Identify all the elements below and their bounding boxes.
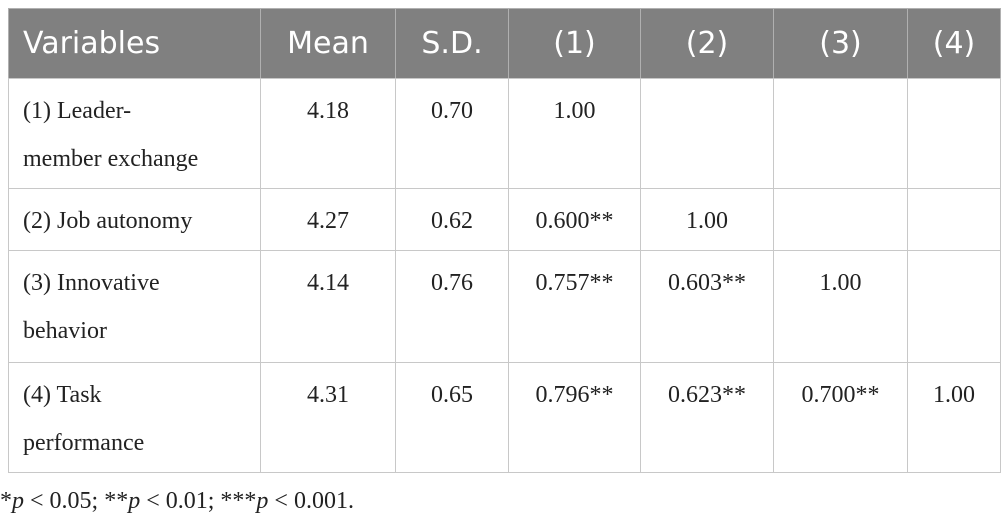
table-cell: [907, 78, 1001, 189]
table-cell: 0.603**: [640, 250, 774, 363]
table-cell: 4.27: [260, 188, 396, 251]
footnote-part: *: [0, 488, 12, 514]
header-cell: Variables: [8, 8, 261, 79]
header-cell: (1): [508, 8, 641, 79]
cell-line: behavior: [23, 318, 107, 344]
cell-line: (1) Leader-: [23, 98, 132, 124]
header-cell: S.D.: [395, 8, 509, 79]
table-cell: [907, 188, 1001, 251]
cell-line: member exchange: [23, 146, 199, 172]
header-cell: (4): [907, 8, 1001, 79]
cell-line: (4) Task: [23, 382, 102, 408]
table-cell: 0.796**: [508, 362, 641, 473]
cell-line: (3) Innovative: [23, 270, 160, 296]
table-cell: 0.600**: [508, 188, 641, 251]
footnote-part: p: [256, 488, 269, 514]
table-cell: 0.76: [395, 250, 509, 363]
table-cell: [773, 78, 908, 189]
footnote-part: < 0.01; ***: [140, 488, 257, 514]
cell-line: (2) Job autonomy: [23, 208, 193, 234]
footnote-part: p: [128, 488, 141, 514]
table-cell: [773, 188, 908, 251]
footnote-part: < 0.001.: [268, 488, 354, 514]
row-label: (4) Task performance: [8, 362, 261, 473]
table-cell: [640, 78, 774, 189]
table-cell: 0.700**: [773, 362, 908, 473]
table-cell: 4.14: [260, 250, 396, 363]
table-cell: 0.757**: [508, 250, 641, 363]
table-cell: 0.623**: [640, 362, 774, 473]
row-label: (1) Leader-member exchange: [8, 78, 261, 189]
header-cell: Mean: [260, 8, 396, 79]
footnote-part: p: [12, 488, 24, 514]
table-cell: 1.00: [508, 78, 641, 189]
table-cell: 4.31: [260, 362, 396, 473]
table-cell: 4.18: [260, 78, 396, 189]
table-cell: 0.62: [395, 188, 509, 251]
table-cell: 1.00: [907, 362, 1001, 473]
table-cell: 0.70: [395, 78, 509, 189]
row-label: (2) Job autonomy: [8, 188, 261, 251]
table-cell: 1.00: [773, 250, 908, 363]
table-cell: [907, 250, 1001, 363]
table-cell: 1.00: [640, 188, 774, 251]
header-cell: (3): [773, 8, 908, 79]
footnote: *p < 0.05; **p < 0.01; ***p < 0.001.: [0, 488, 354, 515]
row-label: (3) Innovative behavior: [8, 250, 261, 363]
header-cell: (2): [640, 8, 774, 79]
table-cell: 0.65: [395, 362, 509, 473]
footnote-part: < 0.05; **: [24, 488, 129, 514]
cell-line: performance: [23, 430, 145, 456]
